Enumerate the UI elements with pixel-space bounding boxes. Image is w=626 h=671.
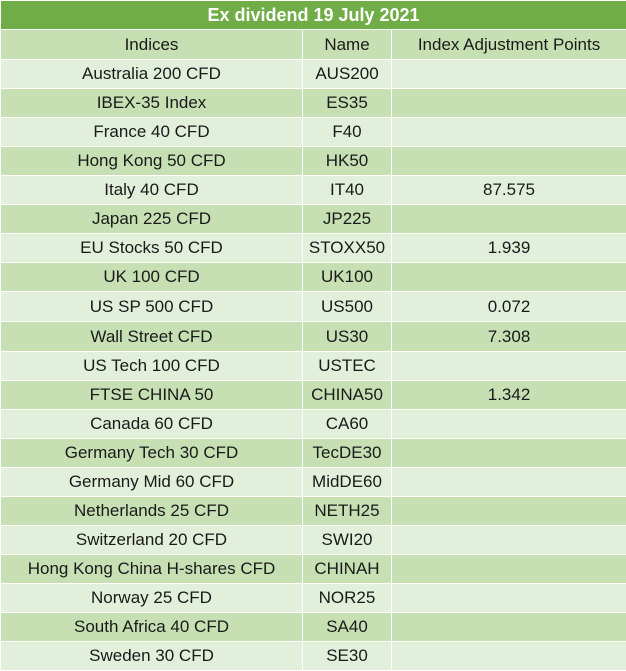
- cell-name: US30: [303, 322, 392, 352]
- cell-index: Wall Street CFD: [1, 322, 303, 352]
- cell-points: [392, 89, 626, 118]
- cell-name: UK100: [303, 263, 392, 292]
- cell-index: Hong Kong 50 CFD: [1, 147, 303, 176]
- cell-index: Australia 200 CFD: [1, 60, 303, 89]
- cell-index: EU Stocks 50 CFD: [1, 234, 303, 263]
- cell-index: FTSE CHINA 50: [1, 381, 303, 410]
- cell-points: 0.072: [392, 292, 626, 322]
- cell-points: [392, 468, 626, 497]
- cell-points: [392, 147, 626, 176]
- cell-name: F40: [303, 118, 392, 147]
- cell-name: USTEC: [303, 352, 392, 381]
- cell-name: JP225: [303, 205, 392, 234]
- cell-index: Sweden 30 CFD: [1, 642, 303, 671]
- cell-index: Germany Tech 30 CFD: [1, 439, 303, 468]
- cell-points: [392, 584, 626, 613]
- cell-points: [392, 410, 626, 439]
- cell-name: SE30: [303, 642, 392, 671]
- table-title: Ex dividend 19 July 2021: [1, 1, 626, 30]
- cell-index: Hong Kong China H-shares CFD: [1, 555, 303, 584]
- cell-name: STOXX50: [303, 234, 392, 263]
- cell-points: [392, 352, 626, 381]
- cell-index: Germany Mid 60 CFD: [1, 468, 303, 497]
- header-row: Indices Name Index Adjustment Points: [1, 30, 626, 60]
- cell-name: IT40: [303, 176, 392, 205]
- column-header-points: Index Adjustment Points: [392, 30, 626, 60]
- cell-index: UK 100 CFD: [1, 263, 303, 292]
- cell-name: MidDE60: [303, 468, 392, 497]
- cell-index: France 40 CFD: [1, 118, 303, 147]
- cell-index: Norway 25 CFD: [1, 584, 303, 613]
- cell-points: [392, 205, 626, 234]
- cell-name: SA40: [303, 613, 392, 642]
- cell-points: [392, 526, 626, 555]
- cell-points: [392, 555, 626, 584]
- cell-index: South Africa 40 CFD: [1, 613, 303, 642]
- cell-points: [392, 439, 626, 468]
- cell-points: 1.342: [392, 381, 626, 410]
- column-header-name: Name: [303, 30, 392, 60]
- cell-name: NETH25: [303, 497, 392, 526]
- cell-name: HK50: [303, 147, 392, 176]
- cell-index: US SP 500 CFD: [1, 292, 303, 322]
- cell-index: Switzerland 20 CFD: [1, 526, 303, 555]
- cell-name: TecDE30: [303, 439, 392, 468]
- cell-index: Netherlands 25 CFD: [1, 497, 303, 526]
- cell-name: US500: [303, 292, 392, 322]
- cell-points: [392, 497, 626, 526]
- cell-points: [392, 118, 626, 147]
- cell-index: Japan 225 CFD: [1, 205, 303, 234]
- cell-points: [392, 263, 626, 292]
- cell-name: ES35: [303, 89, 392, 118]
- cell-index: Canada 60 CFD: [1, 410, 303, 439]
- cell-name: NOR25: [303, 584, 392, 613]
- cell-name: SWI20: [303, 526, 392, 555]
- cell-index: US Tech 100 CFD: [1, 352, 303, 381]
- cell-name: CA60: [303, 410, 392, 439]
- cell-points: 7.308: [392, 322, 626, 352]
- cell-points: [392, 642, 626, 671]
- cell-points: [392, 613, 626, 642]
- cell-index: IBEX-35 Index: [1, 89, 303, 118]
- column-header-indices: Indices: [1, 30, 303, 60]
- cell-points: 1.939: [392, 234, 626, 263]
- cell-points: 87.575: [392, 176, 626, 205]
- cell-name: CHINA50: [303, 381, 392, 410]
- cell-index: Italy 40 CFD: [1, 176, 303, 205]
- cell-points: [392, 60, 626, 89]
- cell-name: CHINAH: [303, 555, 392, 584]
- cell-name: AUS200: [303, 60, 392, 89]
